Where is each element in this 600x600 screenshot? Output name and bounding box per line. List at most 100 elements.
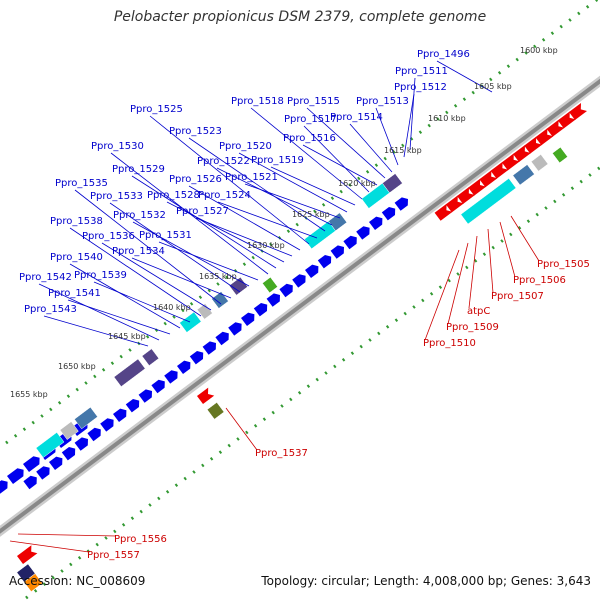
forward-gene-label: Ppro_1541 xyxy=(48,288,101,299)
forward-gene-label: Ppro_1536 xyxy=(82,231,135,242)
reverse-gene-arrow xyxy=(557,111,576,129)
forward-gene-arrow xyxy=(381,207,396,221)
scale-label: 1605 kbp xyxy=(474,82,512,91)
forward-gene-label: Ppro_1526 xyxy=(169,174,222,185)
reverse-gene-arrow xyxy=(490,161,509,179)
forward-gene-arrow xyxy=(177,360,191,374)
forward-leader-line xyxy=(131,257,232,299)
reverse-gene-arrow xyxy=(434,203,453,221)
feature-box xyxy=(206,402,225,420)
forward-gene-arrow xyxy=(356,226,370,240)
forward-leader-line xyxy=(74,189,222,305)
reverse-leader-line xyxy=(424,249,460,341)
forward-gene-label: Ppro_1532 xyxy=(113,210,166,221)
forward-gene-label: Ppro_1525 xyxy=(130,104,183,115)
forward-leader-line xyxy=(93,281,191,323)
forward-leader-line xyxy=(270,166,356,206)
forward-gene-label: Ppro_1516 xyxy=(283,133,336,144)
forward-gene-arrow xyxy=(241,312,255,326)
reverse-gene-label: Ppro_1537 xyxy=(255,448,308,459)
feature-box xyxy=(382,173,403,194)
forward-gene-arrow xyxy=(202,341,216,355)
scale-label: 1610 kbp xyxy=(428,114,466,123)
scale-label: 1645 kbp xyxy=(108,332,146,341)
forward-gene-label: Ppro_1522 xyxy=(197,156,250,167)
forward-gene-arrow xyxy=(36,466,50,480)
reverse-gene-arrow xyxy=(535,128,554,146)
forward-gene-arrow xyxy=(215,331,229,346)
forward-leader-line xyxy=(403,93,415,158)
scale-label: 1620 kbp xyxy=(338,179,376,188)
forward-gene-label: Ppro_1543 xyxy=(24,304,77,315)
forward-leader-line xyxy=(131,175,277,269)
forward-leader-line xyxy=(217,201,318,239)
forward-gene-arrow xyxy=(164,370,178,384)
forward-leader-line xyxy=(69,227,202,317)
forward-gene-arrow xyxy=(100,418,114,432)
forward-leader-line xyxy=(166,201,285,263)
forward-gene-arrow xyxy=(369,216,383,230)
forward-leader-line xyxy=(132,221,250,287)
feature-box xyxy=(179,311,202,333)
reverse-gene-arrow xyxy=(197,387,215,404)
forward-gene-arrow xyxy=(23,456,40,472)
forward-leader-line xyxy=(436,60,493,93)
feature-box xyxy=(262,276,278,294)
forward-gene-label: Ppro_1539 xyxy=(74,270,127,281)
forward-gene-arrow xyxy=(305,264,319,278)
reverse-gene-arrow xyxy=(546,119,565,137)
feature-box xyxy=(552,146,568,164)
forward-leader-line xyxy=(38,283,160,341)
reverse-gene-label: Ppro_1509 xyxy=(446,322,499,333)
forward-gene-label: Ppro_1521 xyxy=(225,172,278,183)
reverse-gene-label: Ppro_1557 xyxy=(87,550,140,561)
feature-box xyxy=(113,358,146,387)
backbone-line xyxy=(0,78,600,534)
forward-leader-line xyxy=(303,125,370,193)
upper-tick-guide xyxy=(0,0,600,450)
forward-gene-arrow xyxy=(125,399,140,413)
forward-gene-label: Ppro_1523 xyxy=(169,126,222,137)
scale-label: 1600 kbp xyxy=(520,46,558,55)
forward-gene-arrow xyxy=(7,468,24,484)
forward-gene-arrow xyxy=(228,322,242,336)
reverse-gene-label: Ppro_1506 xyxy=(513,275,566,286)
forward-leader-line xyxy=(188,137,326,232)
reverse-gene-label: atpC xyxy=(467,306,490,317)
forward-gene-label: Ppro_1518 xyxy=(231,96,284,107)
forward-gene-label: Ppro_1540 xyxy=(50,252,103,263)
reverse-gene-label: Ppro_1505 xyxy=(537,259,590,270)
forward-gene-label: Ppro_1514 xyxy=(330,112,383,123)
scale-label: 1615 kbp xyxy=(384,146,422,155)
forward-gene-label: Ppro_1520 xyxy=(219,141,272,152)
forward-gene-label: Ppro_1511 xyxy=(395,66,448,77)
gene-labels: 1600 kbp 1605 kbp 1610 kbp 1615 kbp 1620 kbp… xyxy=(10,46,590,561)
feature-box xyxy=(512,164,535,186)
reverse-gene-label: Ppro_1556 xyxy=(114,534,167,545)
forward-leader-line xyxy=(158,241,259,281)
reverse-gene-arrow xyxy=(457,187,475,204)
reverse-leader-line xyxy=(510,215,540,262)
feature-box xyxy=(74,406,98,430)
feature-box xyxy=(23,573,43,592)
scale-label: 1625 kbp xyxy=(292,210,330,219)
forward-gene-label: Ppro_1496 xyxy=(417,49,470,60)
reverse-gene-arrow xyxy=(501,153,520,171)
forward-gene-arrow xyxy=(113,408,127,422)
reverse-gene-arrow xyxy=(513,145,531,162)
forward-gene-label: Ppro_1529 xyxy=(112,164,165,175)
forward-leader-line xyxy=(101,242,212,311)
forward-gene-label: Ppro_1512 xyxy=(394,82,447,93)
forward-gene-arrow xyxy=(49,456,63,470)
forward-gene-arrow xyxy=(292,274,306,288)
reverse-leader-line xyxy=(468,235,478,309)
forward-leader-line xyxy=(409,77,416,151)
reverse-gene-label: Ppro_1507 xyxy=(491,291,544,302)
scale-label: 1635 kbp xyxy=(199,272,237,281)
forward-gene-arrow xyxy=(317,255,332,269)
reverse-gene-label: Ppro_1510 xyxy=(423,338,476,349)
forward-gene-label: Ppro_1517 xyxy=(284,114,337,125)
feature-box xyxy=(196,303,213,320)
